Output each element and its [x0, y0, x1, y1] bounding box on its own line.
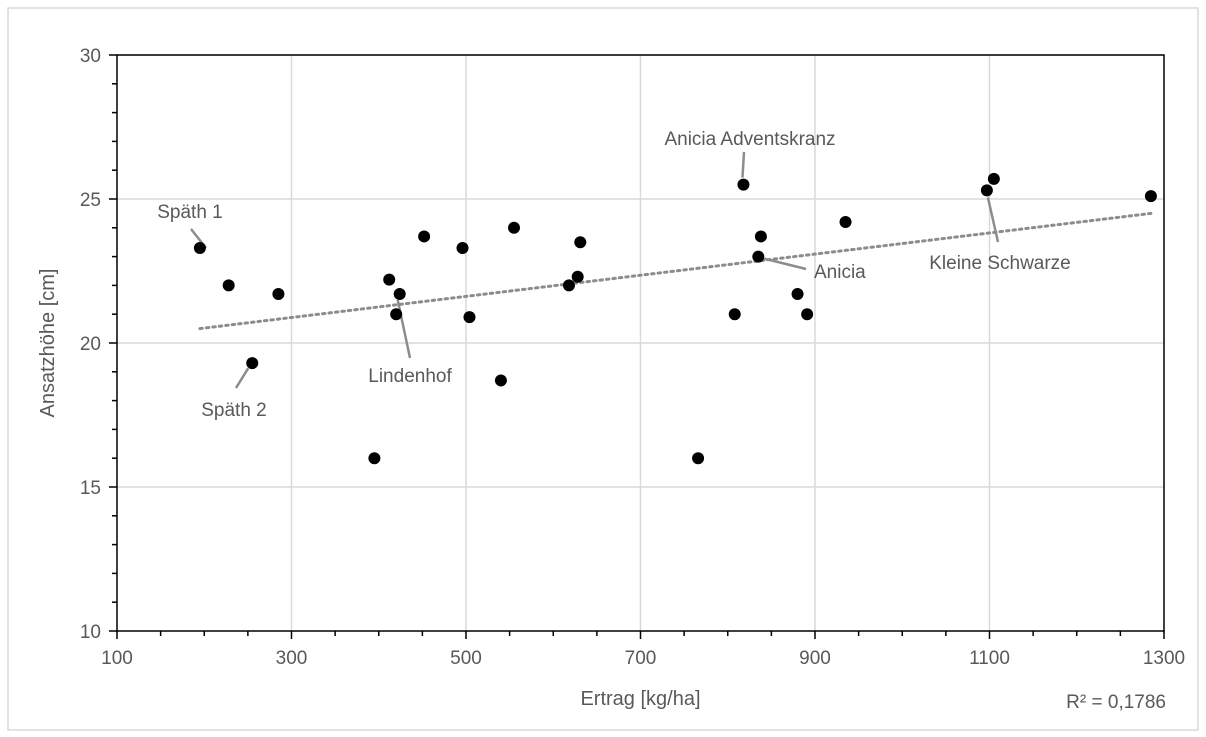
- data-point: [463, 311, 476, 324]
- data-point: [383, 273, 396, 286]
- annotation-leader-line: [234, 367, 250, 389]
- y-tick-label: 10: [80, 622, 101, 643]
- data-point: [571, 270, 584, 283]
- data-point: [754, 230, 767, 243]
- axes: [109, 54, 1165, 639]
- annotation-leader-line: [741, 151, 746, 178]
- annotation-label: Lindenhof: [368, 366, 452, 387]
- data-point: [368, 452, 381, 465]
- x-tick-label: 100: [101, 648, 133, 669]
- y-tick-label: 15: [80, 478, 101, 499]
- data-point: [752, 250, 765, 263]
- trendline-group: [198, 211, 1153, 331]
- data-point: [839, 216, 852, 229]
- data-point: [456, 241, 469, 254]
- data-point: [791, 288, 804, 301]
- y-tick-label: 30: [80, 46, 101, 67]
- data-point: [562, 279, 575, 292]
- x-axis-title: Ertrag [kg/ha]: [580, 688, 700, 710]
- annotation-label: Anicia Adventskranz: [664, 129, 835, 150]
- x-tick-label: 500: [450, 648, 482, 669]
- data-point: [393, 288, 406, 301]
- chart-border: [7, 7, 1199, 731]
- data-point: [193, 241, 206, 254]
- data-point: [222, 279, 235, 292]
- data-point: [980, 184, 993, 197]
- x-tick-label: 300: [276, 648, 308, 669]
- data-point: [1144, 190, 1157, 203]
- data-point: [272, 288, 285, 301]
- x-tick-label: 1100: [969, 648, 1010, 669]
- annotation-labels: Späth 1 Späth 2 Lindenhof Anicia Adventskra…: [157, 129, 1071, 421]
- data-point: [507, 221, 520, 234]
- data-point: [246, 357, 259, 370]
- x-tick-label: 900: [799, 648, 831, 669]
- axis-text: 100 300 500 700 900 1100 1300 10 15 20 25 30 Ertrag …: [37, 46, 1185, 713]
- data-point: [494, 374, 507, 387]
- data-point: [737, 178, 750, 191]
- data-points: [193, 172, 1157, 465]
- y-axis-title: Ansatzhöhe [cm]: [37, 269, 59, 418]
- data-point: [728, 308, 741, 321]
- annotation-leader-line: [763, 257, 807, 271]
- data-point: [390, 308, 403, 321]
- data-point: [692, 452, 705, 465]
- data-point: [418, 230, 431, 243]
- x-tick-label: 700: [625, 648, 657, 669]
- data-point: [574, 236, 587, 249]
- annotation-leader-line: [986, 197, 1000, 243]
- annotation-label: Kleine Schwarze: [929, 253, 1071, 274]
- x-tick-label: 1300: [1143, 648, 1185, 669]
- annotation-label: Späth 1: [157, 202, 223, 223]
- data-point: [987, 172, 1000, 185]
- r-squared-label: R² = 0,1786: [1066, 692, 1166, 713]
- annotation-label: Anicia: [814, 262, 866, 283]
- y-tick-label: 25: [80, 190, 101, 211]
- trendline: [198, 211, 1153, 331]
- data-point: [801, 308, 814, 321]
- annotation-label: Späth 2: [201, 400, 267, 421]
- y-tick-label: 20: [80, 334, 101, 355]
